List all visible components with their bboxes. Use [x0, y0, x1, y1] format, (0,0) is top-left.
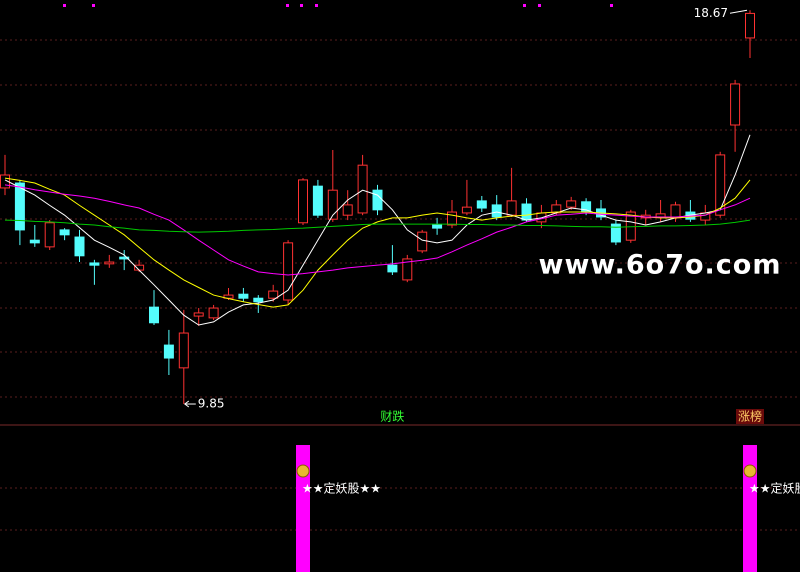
money-bag-icon	[743, 464, 757, 478]
candle-body	[163, 344, 174, 359]
candle-body	[417, 231, 428, 252]
min-arrow-head	[183, 400, 190, 408]
candle-body	[491, 204, 502, 218]
candle-body	[208, 307, 219, 319]
candle-body	[283, 242, 294, 301]
signal-label: ★★定妖股★★	[302, 481, 381, 496]
candle-body	[268, 290, 279, 299]
candle-body	[238, 293, 249, 299]
candle-body	[104, 261, 115, 265]
annotation: 涨榜	[738, 409, 762, 424]
dot	[300, 4, 303, 7]
candle-body	[74, 236, 85, 257]
grid	[0, 39, 800, 531]
candle-body	[59, 229, 70, 236]
dot	[286, 4, 289, 7]
candle-body	[610, 223, 621, 243]
moving-average-line	[4, 219, 751, 233]
candle-body	[44, 222, 55, 248]
annotation: 财跌	[380, 409, 404, 424]
signal-bar	[743, 445, 757, 572]
candles	[0, 10, 755, 405]
signal-label: ★★定妖股★★	[749, 481, 800, 496]
moving-average-line	[4, 184, 751, 276]
candle-body	[372, 189, 383, 211]
candle-body	[402, 258, 413, 281]
watermark: www.6o7o.com	[539, 250, 782, 281]
candle-body	[670, 204, 681, 219]
money-bag-icon	[296, 464, 310, 478]
candle-body	[119, 256, 130, 260]
candle-body	[461, 206, 472, 214]
candle-body	[178, 332, 189, 369]
candle-body	[0, 174, 10, 189]
candle-body	[14, 182, 25, 231]
moving-average-line	[4, 134, 751, 326]
candle-body	[253, 297, 264, 303]
top-dots	[63, 4, 613, 7]
candle-body	[134, 264, 145, 271]
candle-body	[89, 262, 100, 266]
candle-body	[342, 204, 353, 216]
candle-body	[298, 179, 308, 224]
candle-body	[432, 224, 443, 229]
candle-body	[327, 189, 338, 220]
dot	[92, 4, 95, 7]
dot	[63, 4, 66, 7]
candle-body	[193, 312, 204, 317]
candle-body	[625, 211, 636, 241]
candle-body	[521, 203, 532, 221]
moving-average-line	[4, 177, 751, 308]
dot	[538, 4, 541, 7]
candle-body	[506, 200, 517, 216]
candle-body	[566, 200, 577, 208]
candle-body	[476, 200, 487, 209]
dot	[315, 4, 318, 7]
min-label: 9.85	[198, 397, 225, 411]
signal-bar	[296, 445, 310, 572]
candle-body	[29, 239, 40, 244]
candle-body	[730, 83, 741, 126]
dot	[523, 4, 526, 7]
candle-body	[387, 264, 398, 273]
annotation-bg	[736, 409, 764, 424]
max-label: 18.67	[694, 6, 728, 20]
candle-body	[745, 12, 755, 39]
candle-body	[447, 211, 457, 226]
dot	[610, 4, 613, 7]
candle-body	[149, 306, 159, 324]
candle-body	[715, 154, 726, 216]
candle-body	[357, 164, 368, 214]
candle-body	[312, 185, 323, 216]
max-arrow	[729, 9, 748, 14]
